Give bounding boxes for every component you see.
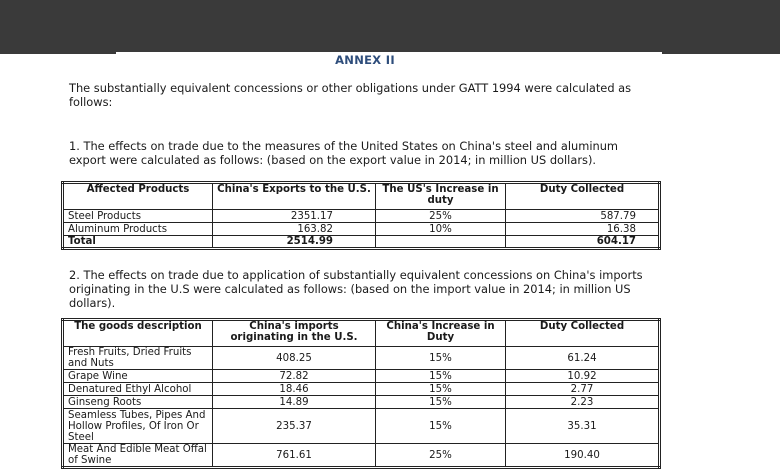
table-cell: 604.17 bbox=[505, 235, 660, 249]
page-edge bbox=[0, 52, 116, 54]
table-cell: 18.46 bbox=[212, 382, 376, 396]
table-cell: 408.25 bbox=[212, 346, 376, 370]
table-row: Fresh Fruits, Dried Fruits and Nuts 408.… bbox=[62, 346, 660, 370]
table-row: Ginseng Roots 14.89 15% 2.23 bbox=[62, 395, 660, 409]
table-cell: 35.31 bbox=[505, 408, 660, 444]
table-cell: 235.37 bbox=[212, 408, 376, 444]
intro-paragraph: The substantially equivalent concessions… bbox=[69, 81, 632, 109]
table-cell: Ginseng Roots bbox=[62, 395, 213, 409]
table-cell: 163.82 bbox=[212, 222, 376, 236]
page-edge bbox=[662, 52, 780, 54]
table-cell: Steel Products bbox=[62, 209, 213, 223]
china-imports-table: The goods description China's imports or… bbox=[61, 318, 661, 469]
column-header: Affected Products bbox=[62, 182, 213, 210]
table-header-row: The goods description China's imports or… bbox=[62, 319, 660, 347]
table-cell bbox=[375, 235, 506, 249]
table-cell: 761.61 bbox=[212, 443, 376, 468]
table-cell: 2.77 bbox=[505, 382, 660, 396]
table-cell: Seamless Tubes, Pipes And Hollow Profile… bbox=[62, 408, 213, 444]
column-header: China's Exports to the U.S. bbox=[212, 182, 376, 210]
table-cell: 10% bbox=[375, 222, 506, 236]
table-cell: 61.24 bbox=[505, 346, 660, 370]
table-row: Meat And Edible Meat Offal of Swine 761.… bbox=[62, 443, 660, 468]
table-cell: 16.38 bbox=[505, 222, 660, 236]
table-header-row: Affected Products China's Exports to the… bbox=[62, 182, 660, 210]
annex-title: ANNEX II bbox=[335, 53, 395, 67]
table-cell: 190.40 bbox=[505, 443, 660, 468]
table-cell: 587.79 bbox=[505, 209, 660, 223]
table-cell: Aluminum Products bbox=[62, 222, 213, 236]
section2-paragraph: 2. The effects on trade due to applicati… bbox=[69, 268, 643, 310]
table-cell: 2.23 bbox=[505, 395, 660, 409]
steel-aluminum-table: Affected Products China's Exports to the… bbox=[61, 181, 661, 250]
table-cell: Denatured Ethyl Alcohol bbox=[62, 382, 213, 396]
section1-paragraph: 1. The effects on trade due to the measu… bbox=[69, 139, 619, 167]
column-header: Duty Collected bbox=[505, 182, 660, 210]
viewer-toolbar bbox=[0, 0, 780, 52]
table-row: Aluminum Products 163.82 10% 16.38 bbox=[62, 222, 660, 236]
table-row: Grape Wine 72.82 15% 10.92 bbox=[62, 369, 660, 383]
table-cell: 15% bbox=[375, 395, 506, 409]
table-cell: Total bbox=[62, 235, 213, 249]
table-row: Steel Products 2351.17 25% 587.79 bbox=[62, 209, 660, 223]
column-header: The US's Increase in duty bbox=[375, 182, 506, 210]
table-cell: 15% bbox=[375, 369, 506, 383]
table-cell: 25% bbox=[375, 209, 506, 223]
table-cell: Meat And Edible Meat Offal of Swine bbox=[62, 443, 213, 468]
table-cell: Grape Wine bbox=[62, 369, 213, 383]
column-header: China's Increase in Duty bbox=[375, 319, 506, 347]
column-header: China's imports originating in the U.S. bbox=[212, 319, 376, 347]
table-cell: 15% bbox=[375, 382, 506, 396]
table-row: Seamless Tubes, Pipes And Hollow Profile… bbox=[62, 408, 660, 444]
total-row: Total 2514.99 604.17 bbox=[62, 235, 660, 249]
table-cell: 14.89 bbox=[212, 395, 376, 409]
table-cell: Fresh Fruits, Dried Fruits and Nuts bbox=[62, 346, 213, 370]
table-cell: 72.82 bbox=[212, 369, 376, 383]
table-cell: 2514.99 bbox=[212, 235, 376, 249]
table-cell: 2351.17 bbox=[212, 209, 376, 223]
column-header: The goods description bbox=[62, 319, 213, 347]
table-cell: 15% bbox=[375, 346, 506, 370]
table-row: Denatured Ethyl Alcohol 18.46 15% 2.77 bbox=[62, 382, 660, 396]
column-header: Duty Collected bbox=[505, 319, 660, 347]
table-cell: 10.92 bbox=[505, 369, 660, 383]
table-cell: 15% bbox=[375, 408, 506, 444]
table-cell: 25% bbox=[375, 443, 506, 468]
